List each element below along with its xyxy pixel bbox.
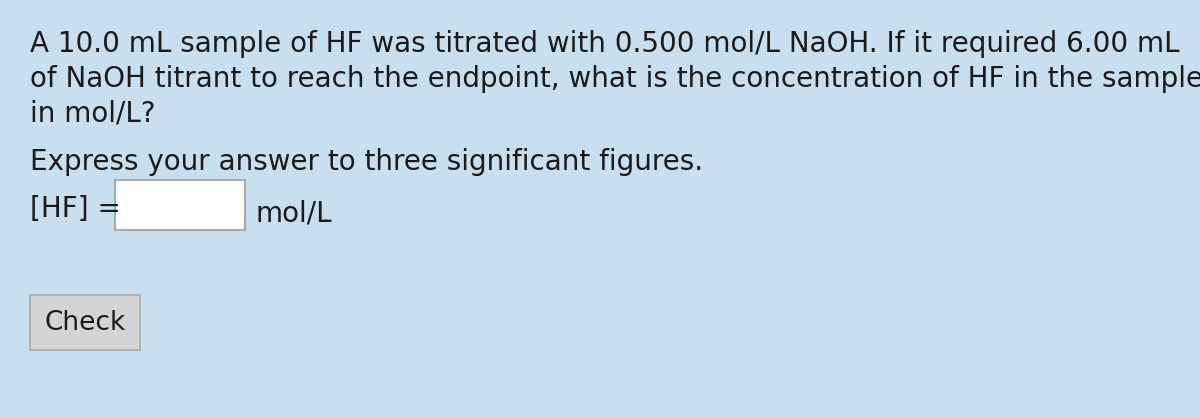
Text: in mol/L?: in mol/L? (30, 100, 156, 128)
Text: Check: Check (44, 309, 126, 336)
Text: of NaOH titrant to reach the endpoint, what is the concentration of HF in the sa: of NaOH titrant to reach the endpoint, w… (30, 65, 1200, 93)
Text: Express your answer to three significant figures.: Express your answer to three significant… (30, 148, 703, 176)
Text: mol/L: mol/L (256, 200, 331, 228)
Text: [HF] =: [HF] = (30, 195, 121, 223)
Text: A 10.0 mL sample of HF was titrated with 0.500 mol/L NaOH. If it required 6.00 m: A 10.0 mL sample of HF was titrated with… (30, 30, 1180, 58)
FancyBboxPatch shape (30, 295, 140, 350)
FancyBboxPatch shape (115, 180, 245, 230)
